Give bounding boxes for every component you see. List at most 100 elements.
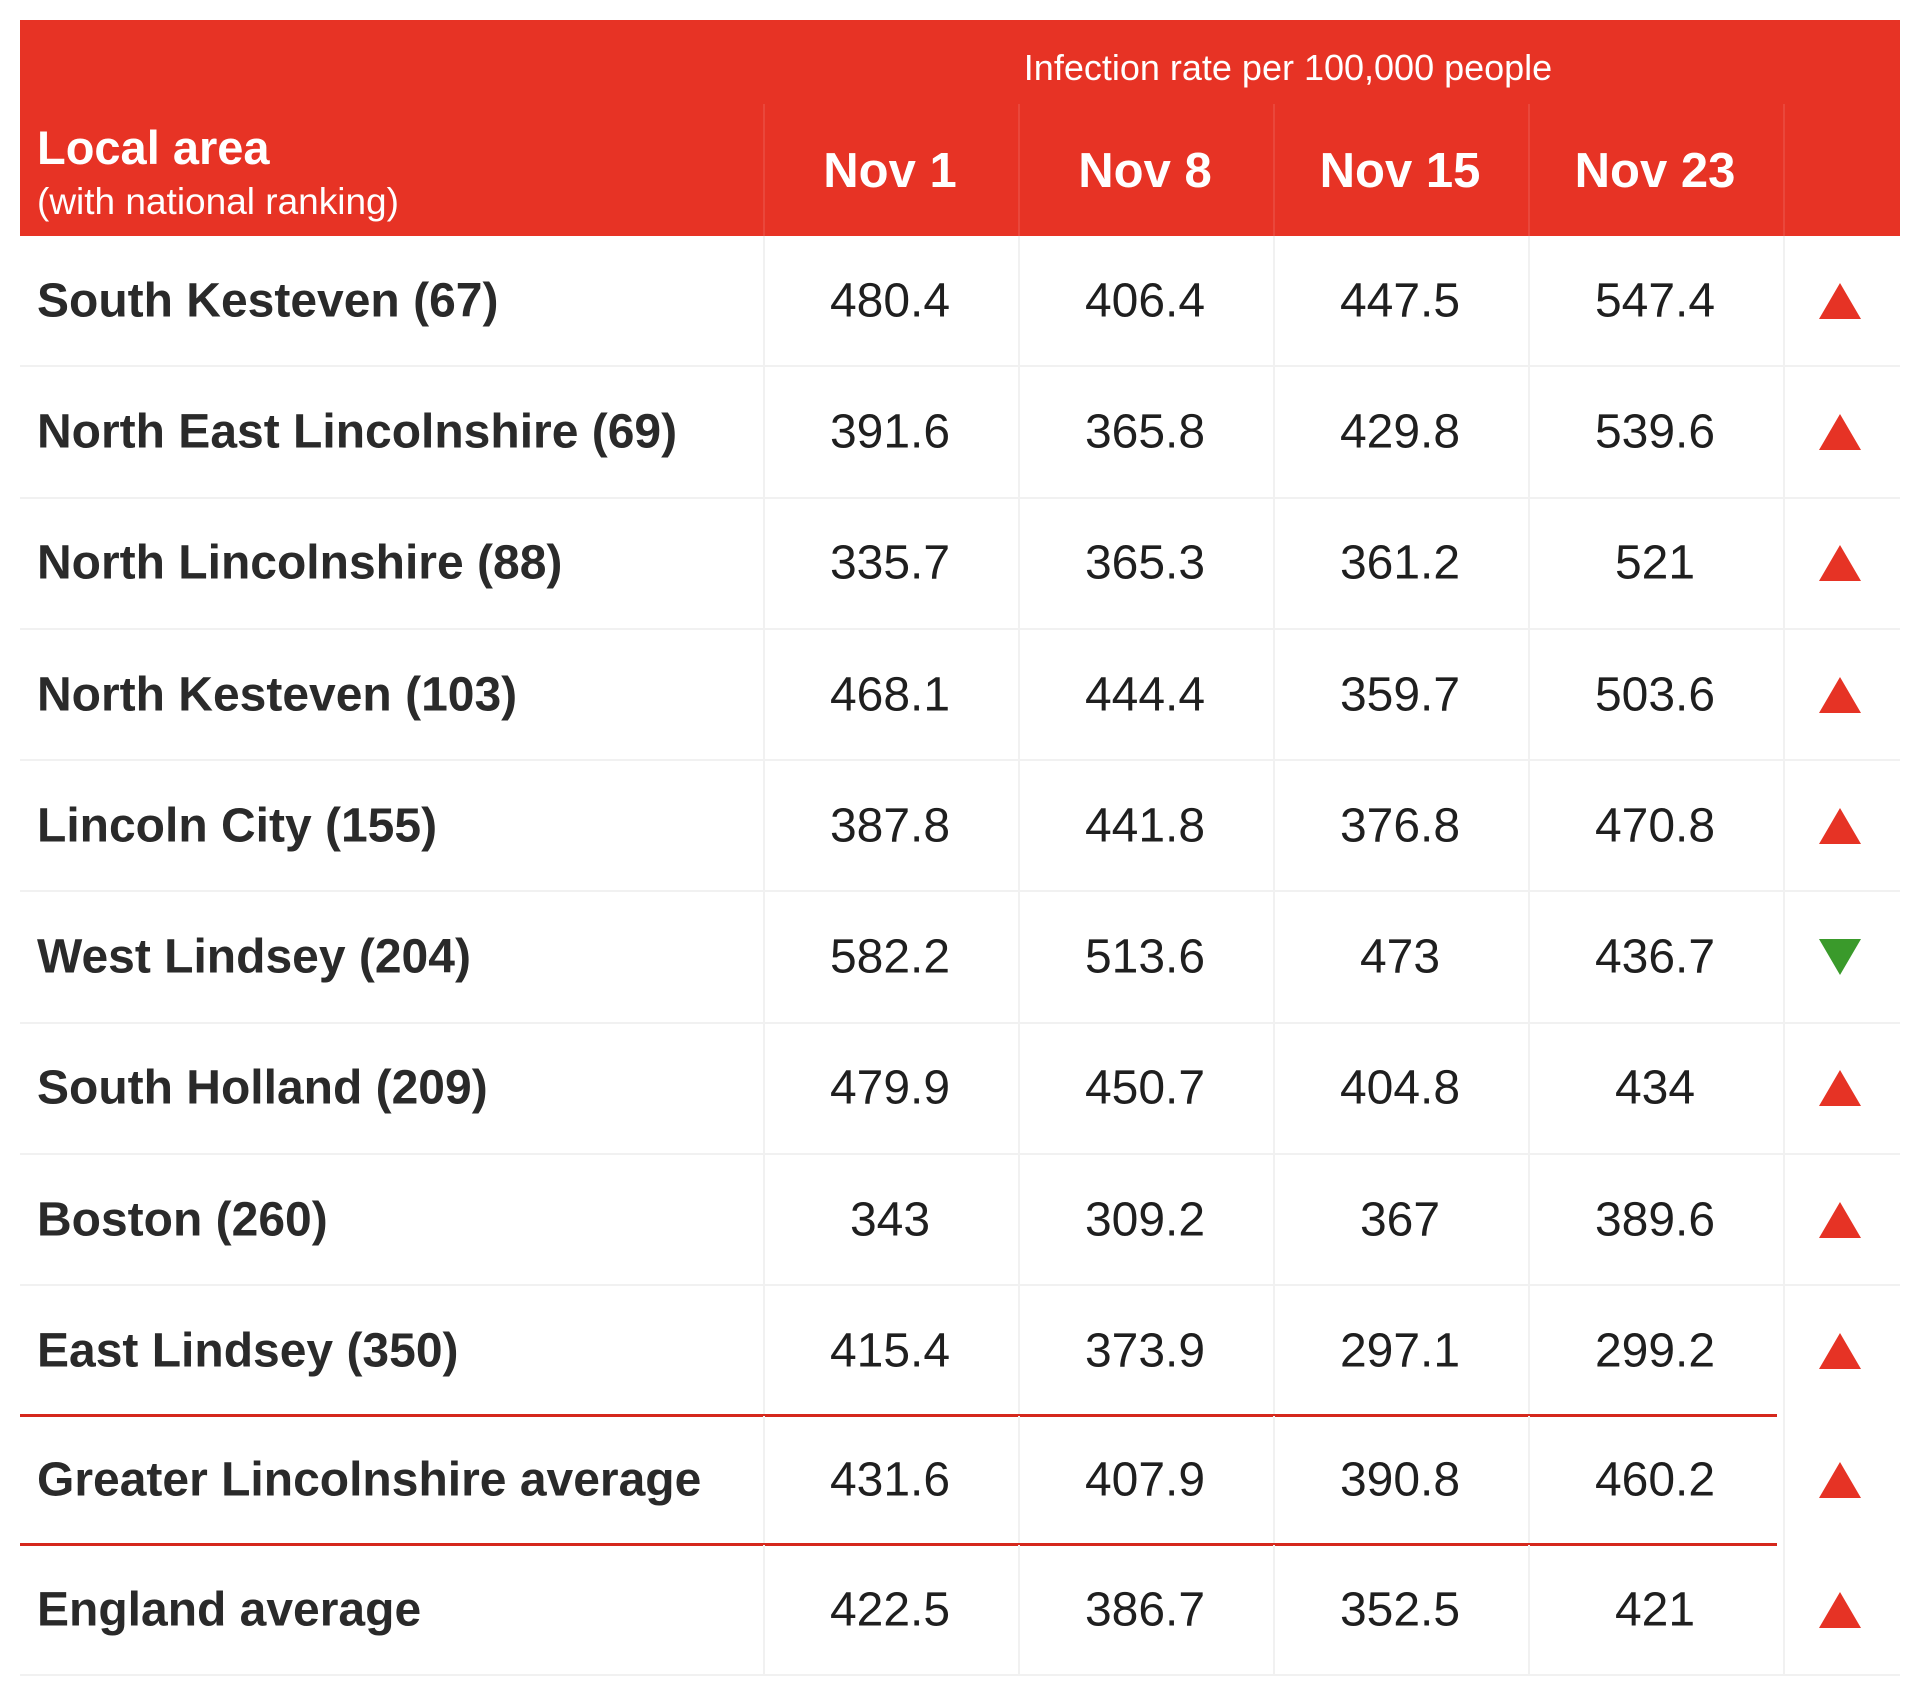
column-divider xyxy=(763,367,765,497)
area-name: Greater Lincolnshire average xyxy=(37,1453,702,1507)
column-divider xyxy=(1273,367,1275,497)
column-divider xyxy=(1528,1415,1530,1545)
rate-value: 429.8 xyxy=(1339,405,1461,459)
column-divider xyxy=(1273,498,1275,628)
column-divider xyxy=(1273,1415,1275,1545)
column-divider xyxy=(763,761,765,891)
rate-value: 422.5 xyxy=(829,1583,951,1637)
column-header-nov-1: Nov 1 xyxy=(823,144,957,198)
table-row: Greater Lincolnshire average 431.6 407.9 39… xyxy=(20,1415,1900,1546)
column-divider xyxy=(1018,1544,1020,1675)
table-row: Lincoln City (155) 387.8 441.8 376.8 470.8 xyxy=(20,761,1900,893)
column-header-nov-15: Nov 15 xyxy=(1319,144,1481,198)
column-divider xyxy=(1018,367,1020,497)
rate-value: 299.2 xyxy=(1594,1324,1716,1378)
column-divider xyxy=(1783,1544,1785,1675)
section-rule xyxy=(20,1542,1777,1546)
rate-value: 547.4 xyxy=(1594,274,1716,328)
rate-value: 361.2 xyxy=(1339,536,1461,590)
rate-value: 389.6 xyxy=(1594,1193,1716,1247)
column-header-nov-23: Nov 23 xyxy=(1574,144,1736,198)
local-area-subheader: (with national ranking) xyxy=(37,181,399,222)
column-divider xyxy=(1783,1023,1785,1154)
column-divider xyxy=(763,892,765,1022)
column-divider xyxy=(1018,1155,1020,1285)
column-divider xyxy=(763,1023,765,1154)
rate-value: 539.6 xyxy=(1594,405,1716,459)
column-divider xyxy=(1783,629,1785,760)
area-name: East Lindsey (350) xyxy=(37,1324,459,1378)
rate-value: 436.7 xyxy=(1594,930,1716,984)
rate-value: 513.6 xyxy=(1084,930,1206,984)
rate-value: 434 xyxy=(1614,1061,1696,1115)
area-name: Boston (260) xyxy=(37,1193,328,1247)
trend-up-icon xyxy=(1819,1462,1861,1499)
area-name: South Holland (209) xyxy=(37,1061,488,1115)
rate-value: 335.7 xyxy=(829,536,951,590)
rate-value: 470.8 xyxy=(1594,799,1716,853)
column-divider xyxy=(1273,1155,1275,1285)
column-divider xyxy=(1528,629,1530,760)
column-divider xyxy=(1528,1286,1530,1416)
table-body: South Kesteven (67) 480.4 406.4 447.5 547.4 N… xyxy=(20,236,1900,1677)
column-divider xyxy=(1783,236,1785,366)
column-divider xyxy=(1273,1544,1275,1675)
rate-value: 450.7 xyxy=(1084,1061,1206,1115)
column-divider xyxy=(1783,1155,1785,1285)
column-divider xyxy=(1528,761,1530,891)
table-row: East Lindsey (350) 415.4 373.9 297.1 299.2 xyxy=(20,1286,1900,1417)
column-divider xyxy=(1018,1415,1020,1545)
trend-up-icon xyxy=(1819,676,1861,713)
column-divider xyxy=(763,498,765,628)
table-row: North Lincolnshire (88) 335.7 365.3 361.2 52… xyxy=(20,498,1900,630)
trend-up-icon xyxy=(1819,807,1861,844)
rate-value: 387.8 xyxy=(829,799,951,853)
column-divider xyxy=(1273,892,1275,1022)
rate-value: 352.5 xyxy=(1339,1583,1461,1637)
rate-value: 480.4 xyxy=(829,274,951,328)
column-divider xyxy=(763,1286,765,1416)
rate-value: 521 xyxy=(1614,536,1696,590)
column-divider xyxy=(1273,236,1275,366)
header-divider xyxy=(1273,104,1275,236)
column-divider xyxy=(1018,892,1020,1022)
rate-value: 376.8 xyxy=(1339,799,1461,853)
column-divider xyxy=(1783,892,1785,1022)
table-row: North East Lincolnshire (69) 391.6 365.8 42… xyxy=(20,367,1900,499)
local-area-header: Local area xyxy=(37,121,270,174)
infection-rate-super-header: Infection rate per 100,000 people xyxy=(1023,47,1553,88)
rate-value: 421 xyxy=(1614,1583,1696,1637)
trend-up-icon xyxy=(1819,1070,1861,1107)
column-divider xyxy=(1528,892,1530,1022)
column-header-nov-8: Nov 8 xyxy=(1078,144,1212,198)
table-row: South Holland (209) 479.9 450.7 404.8 434 xyxy=(20,1023,1900,1156)
area-name: Lincoln City (155) xyxy=(37,799,438,853)
area-name: North Kesteven (103) xyxy=(37,668,518,722)
trend-up-icon xyxy=(1819,282,1861,319)
column-divider xyxy=(1528,1155,1530,1285)
header-divider xyxy=(1528,104,1530,236)
column-divider xyxy=(1783,761,1785,891)
column-divider xyxy=(1528,236,1530,366)
trend-up-icon xyxy=(1819,545,1861,582)
area-name: West Lindsey (204) xyxy=(37,930,471,984)
area-name: North East Lincolnshire (69) xyxy=(37,405,678,459)
rate-value: 365.8 xyxy=(1084,405,1206,459)
header-divider xyxy=(1018,104,1020,236)
column-divider xyxy=(1018,1023,1020,1154)
column-divider xyxy=(1018,629,1020,760)
rate-value: 582.2 xyxy=(829,930,951,984)
column-divider xyxy=(1273,1286,1275,1416)
rate-value: 365.3 xyxy=(1084,536,1206,590)
header-divider xyxy=(1783,104,1785,236)
rate-value: 390.8 xyxy=(1339,1453,1461,1507)
trend-up-icon xyxy=(1819,1333,1861,1370)
column-divider xyxy=(763,1155,765,1285)
column-divider xyxy=(1783,1286,1785,1416)
rate-value: 386.7 xyxy=(1084,1583,1206,1637)
column-divider xyxy=(1783,367,1785,497)
area-name: England average xyxy=(37,1583,422,1637)
rate-value: 404.8 xyxy=(1339,1061,1461,1115)
column-divider xyxy=(763,629,765,760)
column-divider xyxy=(763,236,765,366)
